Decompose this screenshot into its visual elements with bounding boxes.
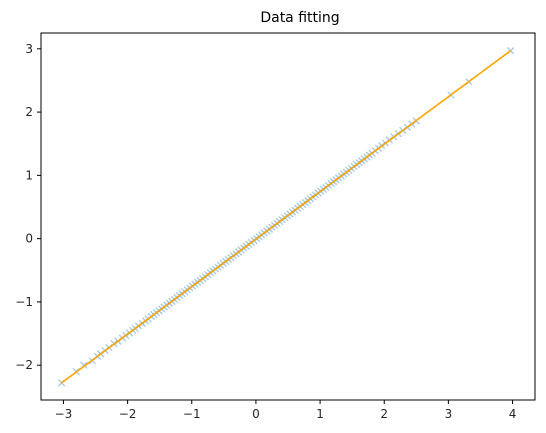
x-tick-label: −2 (119, 407, 137, 421)
y-tick-label: 0 (25, 232, 33, 246)
y-axis: −2 −1 0 1 2 3 (15, 42, 41, 372)
x-tick-label: 1 (316, 407, 324, 421)
x-tick-label: 4 (509, 407, 517, 421)
chart-title: Data fitting (260, 10, 339, 26)
fit-line-series (61, 50, 512, 384)
x-tick-label: 2 (380, 407, 388, 421)
x-axis: −3 −2 −1 0 1 2 3 4 (55, 400, 517, 421)
plot-area-frame (40, 32, 536, 401)
y-tick-label: 1 (25, 168, 33, 182)
x-tick-label: −1 (183, 407, 201, 421)
x-tick-label: −3 (55, 407, 73, 421)
x-tick-label: 3 (445, 407, 453, 421)
y-tick-label: −2 (15, 358, 33, 372)
y-tick-label: −1 (15, 295, 33, 309)
fit-line (61, 50, 512, 384)
y-tick-label: 2 (25, 105, 33, 119)
x-tick-label: 0 (252, 407, 260, 421)
y-tick-label: 3 (25, 42, 33, 56)
